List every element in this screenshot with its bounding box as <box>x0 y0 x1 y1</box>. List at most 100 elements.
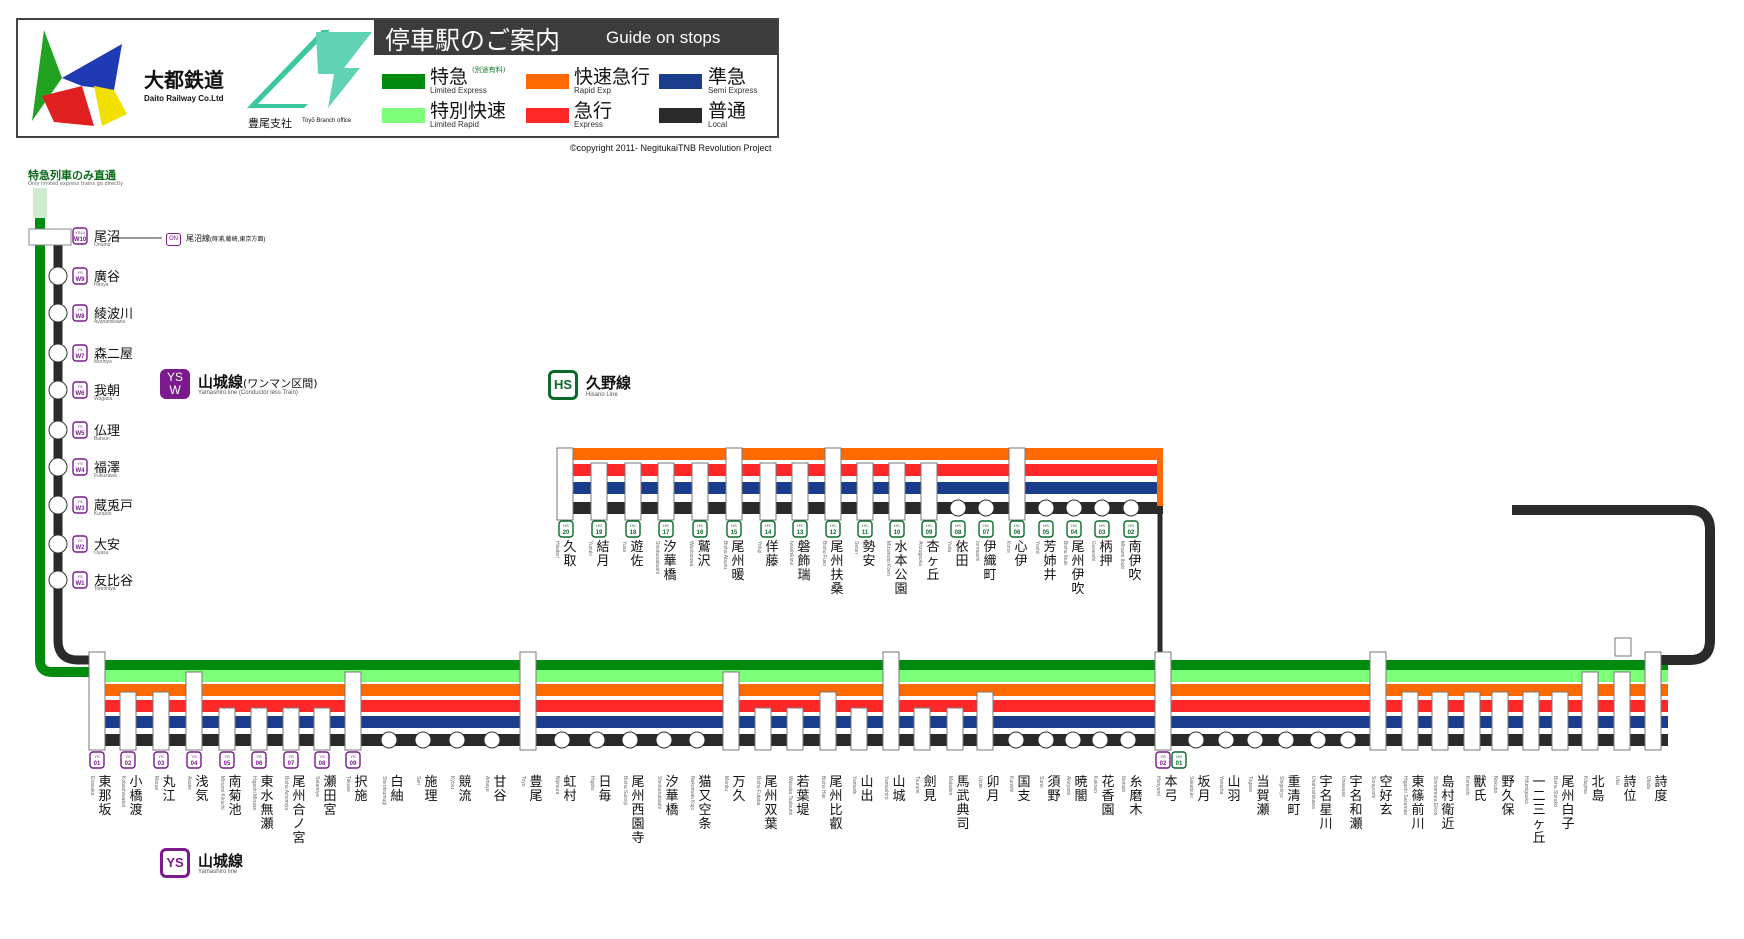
station-code-m-4-line: YS <box>224 754 230 759</box>
station-code-h-10 <box>889 520 905 538</box>
onuma-line-note: (蒔浦,藤崎,東京方面) <box>210 237 266 243</box>
station-code-h-10-num: 10 <box>894 530 901 536</box>
station-marker-h-12 <box>949 499 967 517</box>
yamashiro-w-badge-top: YS <box>166 370 183 384</box>
station-code-m-7-num: 08 <box>319 761 326 767</box>
station-code-h-14-num: 06 <box>1014 530 1021 536</box>
station-code-v-3-line: YS <box>77 347 83 352</box>
station-marker-m-45 <box>1522 691 1540 751</box>
station-marker-m-17 <box>655 731 673 749</box>
station-name-en-m-22: Bishu Hiei <box>820 776 826 799</box>
station-name-m-20: 尾州双葉 <box>764 775 778 832</box>
station-marker-m-28 <box>1007 731 1025 749</box>
station-name-m-4: 南菊池 <box>228 775 242 818</box>
station-marker-h-11 <box>920 462 938 521</box>
station-marker-m-38 <box>1309 731 1327 749</box>
station-name-en-h-1: Yuzuki <box>587 541 593 556</box>
yamashiro-w-title: 山城線(ワンマン区間) <box>198 371 318 392</box>
station-marker-m-49 <box>1644 651 1662 751</box>
station-code-v-9-line: YS <box>77 574 83 579</box>
station-name-h-18: 南伊吹 <box>1128 540 1142 583</box>
station-marker-m-9 <box>380 731 398 749</box>
station-name-m-36: 当賀瀬 <box>1256 775 1270 818</box>
station-name-h-11: 杏ヶ丘 <box>926 540 940 583</box>
legend-label-en-3: Express <box>574 120 603 129</box>
company-logo <box>32 30 127 126</box>
station-name-en-m-41: Higashi Sasamae <box>1402 776 1408 816</box>
station-name-en-m-40: Sorayoshi <box>1370 776 1376 799</box>
station-name-en-m-5: Higashi Minase <box>251 776 257 811</box>
station-name-v-3: 森二屋 <box>94 347 134 362</box>
station-code-m-0-line: YS <box>94 754 100 759</box>
station-marker-v-1 <box>48 266 68 286</box>
station-name-v-9: 友比谷 <box>94 574 134 589</box>
station-code-m-4 <box>219 751 235 769</box>
station-name-m-14: 虹村 <box>563 775 577 804</box>
station-name-en-h-8: Bishu Fuso <box>821 541 827 567</box>
legend-label-en-4: Semi Express <box>708 86 758 95</box>
station-code-h-12 <box>950 520 966 538</box>
station-name-en-m-34: Sakatsuki <box>1188 776 1194 798</box>
station-marker-m-47 <box>1581 671 1599 751</box>
station-code-v-4-line: YS <box>77 384 83 389</box>
station-marker-v-3 <box>48 343 68 363</box>
station-code-v-9 <box>72 571 88 589</box>
station-marker-v-7 <box>48 495 68 515</box>
station-code-h-7 <box>792 520 808 538</box>
station-code-v-0-num: W10 <box>74 237 87 243</box>
station-marker-h-5 <box>725 447 743 521</box>
station-code-h-17-line: HS <box>1099 523 1105 528</box>
station-code-m-3 <box>186 751 202 769</box>
onuma-line-badge: ON <box>166 233 181 246</box>
station-marker-m-14 <box>553 731 571 749</box>
station-name-en-m-39: Unawase <box>1340 776 1346 797</box>
station-name-m-41: 東篠前川 <box>1411 775 1425 832</box>
station-name-en-m-0: Enasaka <box>89 776 95 796</box>
branch-logo <box>247 30 372 108</box>
station-marker-m-21 <box>786 707 804 751</box>
station-code-v-3 <box>72 344 88 362</box>
station-code-h-15 <box>1038 520 1054 538</box>
legend-label-en-2: Rapid Exp <box>574 86 611 95</box>
hisano-band-0 <box>560 448 1163 460</box>
station-name-m-13: 豊尾 <box>529 775 543 804</box>
station-marker-m-37 <box>1277 731 1295 749</box>
station-code-h-17-num: 03 <box>1099 530 1106 536</box>
station-name-en-m-16: Bishu Saionji <box>622 776 628 805</box>
station-marker-m-26 <box>946 707 964 751</box>
station-name-en-m-44: Nokubo <box>1492 776 1498 794</box>
station-name-h-15: 芳姉井 <box>1043 540 1057 583</box>
ltd-express-band <box>96 660 1668 672</box>
station-marker-m-12 <box>483 731 501 749</box>
station-name-en-m-46: Bishu Shirako <box>1552 776 1558 807</box>
station-name-m-10: 施理 <box>424 775 438 804</box>
station-name-en-h-14: Koroi <box>1005 541 1011 553</box>
station-name-en-v-5: Butsuri <box>94 436 110 442</box>
station-code-h-3 <box>658 520 674 538</box>
yamashiro-w-note: (ワンマン区間) <box>243 377 318 390</box>
branch-name: 豊尾支社 <box>248 117 292 130</box>
station-code-h-9-num: 11 <box>862 530 869 536</box>
station-code-h-9-line: HS <box>862 523 868 528</box>
station-name-h-13: 伊織町 <box>983 540 997 583</box>
station-name-en-m-37: Shigekiyo <box>1278 776 1284 798</box>
station-marker-m-22 <box>819 691 837 751</box>
yamashiro-w-name: 山城線 <box>198 373 244 391</box>
station-code-m-2-line: YS <box>158 754 164 759</box>
station-marker-h-4 <box>691 462 709 521</box>
yamashiro-badge: YS <box>160 848 190 878</box>
station-code-m-7 <box>314 751 330 769</box>
station-code-m-3-num: 04 <box>191 761 198 767</box>
station-code-v-6 <box>72 458 88 476</box>
station-name-en-m-4: Minami Kikuchi <box>219 776 225 810</box>
station-name-v-8: 大安 <box>94 538 121 553</box>
legend-swatch-1 <box>382 108 425 123</box>
legend-label-5: 普通 <box>708 100 747 122</box>
station-name-en-h-17: Garaoshi <box>1090 541 1096 562</box>
station-name-h-5: 尾州暖 <box>731 540 745 583</box>
station-marker-m-18 <box>688 731 706 749</box>
hisano-end-cap <box>1157 448 1163 506</box>
station-code-h-16-line: HS <box>1071 523 1077 528</box>
station-code-v-1-num: W9 <box>76 277 86 283</box>
station-marker-m-3 <box>185 671 203 751</box>
